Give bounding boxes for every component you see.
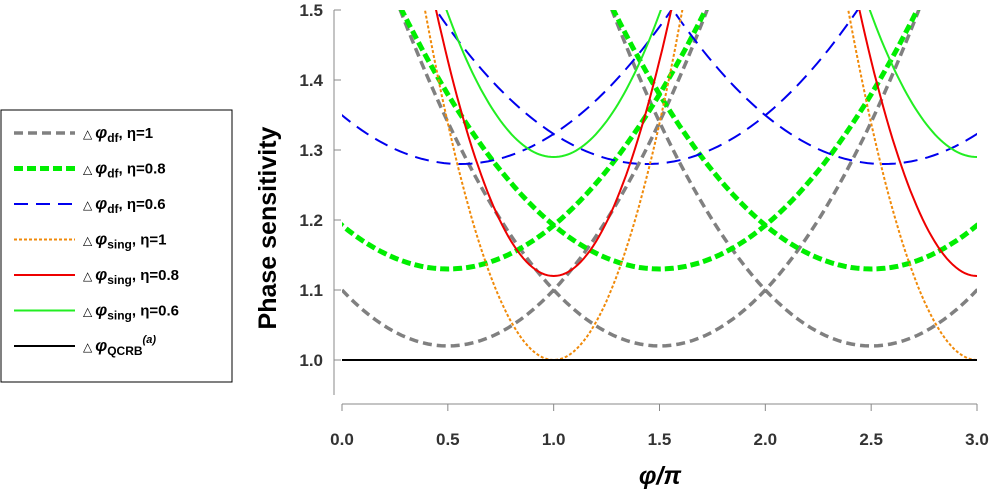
y-axis-label: Phase sensitivity — [254, 126, 282, 329]
legend: △ φdf, η=1 △ φdf, η=0.8 △ φdf, η=0.6 △ φsing, η… — [0, 109, 233, 383]
y-ticks: 1.0 1.1 1.2 1.3 1.4 1.5 — [299, 1, 341, 370]
series-line-sing08 — [435, 10, 977, 278]
x-ticks: 0.0 0.5 1.0 1.5 2.0 2.5 3.0 — [330, 404, 989, 449]
series-line-sing1 — [423, 10, 977, 362]
y-tick-label: 1.2 — [299, 211, 323, 230]
y-tick-label: 1.4 — [299, 71, 323, 90]
axes: 0.0 0.5 1.0 1.5 2.0 2.5 3.0 1.0 1.1 1.2 1.3 1.4 1.5 — [299, 1, 988, 449]
x-tick-label: 2.0 — [754, 430, 778, 449]
series-line-df1 — [342, 10, 977, 348]
x-tick-label: 1.5 — [648, 430, 672, 449]
x-tick-label: 0.0 — [330, 430, 354, 449]
x-axis-label: φ/π — [639, 462, 683, 490]
legend-label-df1: △ φdf, η=1 — [83, 123, 153, 145]
legend-label-sing1: △ φsing, η=1 — [83, 230, 166, 252]
legend-label-sing08: △ φsing, η=0.8 — [83, 265, 179, 287]
series-layer — [342, 10, 977, 362]
legend-items: △ φdf, η=1 △ φdf, η=0.8 △ φdf, η=0.6 △ φsing, η… — [14, 123, 179, 358]
legend-label-df08: △ φdf, η=0.8 — [83, 159, 166, 181]
legend-label-df06: △ φdf, η=0.6 — [83, 194, 166, 216]
y-tick-label: 1.1 — [299, 281, 323, 300]
y-tick-label: 1.3 — [299, 141, 323, 160]
plot-area — [342, 10, 977, 362]
y-tick-label: 1.0 — [299, 351, 323, 370]
legend-label-qcrb: △ φQCRB(a) — [83, 334, 156, 358]
series-line-df08 — [342, 10, 977, 272]
x-tick-label: 2.5 — [859, 430, 883, 449]
legend-box — [0, 109, 233, 383]
y-tick-label: 1.5 — [299, 1, 323, 20]
x-tick-label: 0.5 — [436, 430, 460, 449]
series-line-sing06 — [445, 10, 977, 159]
x-tick-label: 1.0 — [542, 430, 566, 449]
x-tick-label: 3.0 — [965, 430, 989, 449]
legend-label-sing06: △ φsing, η=0.6 — [83, 301, 179, 323]
series-line-df06 — [342, 10, 977, 166]
